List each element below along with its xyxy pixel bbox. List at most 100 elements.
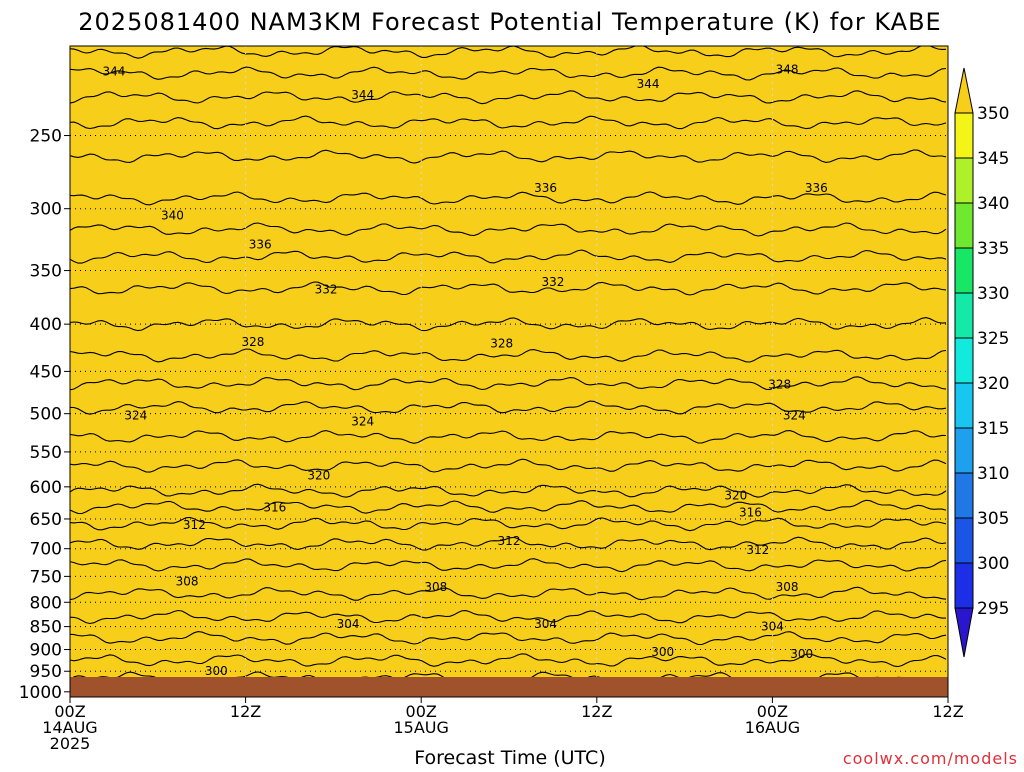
contour-label: 312 (498, 534, 521, 548)
contour-label: 300 (651, 645, 674, 659)
colorbar-bottom-arrow (954, 607, 974, 658)
x-tick-label: 00Z (757, 702, 788, 721)
y-tick-label: 400 (30, 315, 62, 335)
band-290-295 (70, 702, 948, 738)
x-axis-label: Forecast Time (UTC) (414, 747, 605, 768)
colorbar-bin (954, 427, 974, 474)
watermark: coolwx.com/models (843, 749, 1018, 768)
contour-label: 300 (790, 647, 813, 661)
colorbar-tick-label: 350 (977, 104, 1009, 124)
contour-label: 304 (534, 617, 557, 631)
y-tick-label: 950 (30, 662, 62, 682)
colorbar-bin (954, 562, 974, 609)
contour-label: 316 (263, 501, 286, 515)
contour-label: 324 (783, 408, 806, 422)
y-tick-label: 500 (30, 405, 62, 425)
contour-line-320 (70, 458, 947, 473)
colorbar-bin (954, 202, 974, 249)
x-tick-label: 16AUG (745, 718, 800, 737)
colorbar-tick-label: 295 (977, 599, 1009, 619)
contour-line-322 (70, 430, 947, 444)
y-axis: 250 300 350 400 450 500 550 600 650 700 750 800 850 9… (19, 127, 70, 703)
contour-label: 348 (776, 62, 799, 76)
contour-label: 344 (102, 64, 125, 78)
contour-label: 308 (176, 575, 199, 589)
chart-title: 2025081400 NAM3KM Forecast Potential Tem… (78, 8, 941, 36)
contour-label: 340 (161, 208, 184, 222)
colorbar-bin (954, 157, 974, 204)
colorbar-bin (954, 112, 974, 159)
contour-label: 328 (490, 337, 513, 351)
x-tick-label: 2025 (50, 734, 91, 753)
colorbar-tick-label: 325 (977, 329, 1009, 349)
colorbar-tick-label: 305 (977, 509, 1009, 529)
contour-label: 336 (249, 238, 272, 252)
colorbar-bin (954, 247, 974, 294)
contour-line-324 (70, 400, 947, 415)
filled-contours (70, 46, 948, 738)
colorbar-tick-label: 345 (977, 149, 1009, 169)
colorbar-bin (954, 472, 974, 519)
contour-label: 332 (541, 275, 564, 289)
contour-line-310 (70, 558, 947, 573)
y-tick-label: 850 (30, 618, 62, 638)
contour-label: 308 (776, 580, 799, 594)
x-tick-label: 12Z (230, 702, 261, 721)
colorbar-tick-label: 335 (977, 239, 1009, 259)
contour-label: 308 (424, 580, 447, 594)
y-tick-label: 300 (30, 200, 62, 220)
contour-line-318 (70, 483, 947, 498)
colorbar-tick-label: 320 (977, 374, 1009, 394)
colorbar-bin (954, 337, 974, 384)
contour-line-308 (70, 586, 947, 601)
contour-label: 324 (124, 408, 147, 422)
colorbar-tick-label: 340 (977, 194, 1009, 214)
contour-line-314 (70, 516, 947, 532)
contour-line-306 (70, 609, 946, 625)
x-tick-label: 00Z (54, 702, 85, 721)
surface-ground (70, 677, 948, 697)
contour-label: 320 (307, 468, 330, 482)
y-tick-label: 600 (30, 478, 62, 498)
contour-labels: 344 344 344 348 340 336 336 336 332 332 328 328 328 3… (102, 62, 827, 678)
contour-label: 320 (724, 488, 747, 502)
y-tick-label: 350 (30, 262, 62, 282)
contour-label: 344 (351, 88, 374, 102)
contour-label: 316 (739, 506, 762, 520)
x-tick-label: 00Z (406, 702, 437, 721)
contour-label: 324 (351, 415, 374, 429)
contour-label: 312 (183, 518, 206, 532)
contour-label: 300 (205, 664, 228, 678)
contour-line-342 (70, 115, 947, 130)
colorbar-bin (954, 517, 974, 564)
y-tick-label: 1000 (19, 683, 62, 703)
x-tick-label: 14AUG (42, 718, 97, 737)
colorbar-bin (954, 292, 974, 339)
colorbar-tick-label: 330 (977, 284, 1009, 304)
y-tick-label: 750 (30, 567, 62, 587)
contour-line-304 (70, 631, 947, 646)
y-tick-label: 700 (30, 540, 62, 560)
x-tick-label: 15AUG (393, 718, 448, 737)
contour-line-346 (70, 66, 947, 81)
contour-label: 328 (241, 335, 264, 349)
contour-line-348 (70, 46, 947, 59)
colorbar-tick-label: 310 (977, 464, 1009, 484)
x-tick-label: 12Z (932, 702, 963, 721)
band-350-355 (70, 46, 948, 697)
contour-line-338 (70, 191, 947, 206)
colorbar-bin (954, 382, 974, 429)
y-tick-label: 800 (30, 593, 62, 613)
y-tick-label: 550 (30, 443, 62, 463)
contour-line-344 (70, 90, 947, 105)
x-tick-label: 12Z (581, 702, 612, 721)
contour-line-296 (70, 713, 946, 726)
contour-line-336 (70, 222, 947, 237)
colorbar-top-arrow (954, 67, 974, 114)
contour-line-316 (70, 499, 947, 515)
colorbar: 295 300 305 310 315 320 325 330 335 340 345 350 (954, 67, 1009, 658)
y-tick-label: 900 (30, 641, 62, 661)
contour-label: 304 (337, 617, 360, 631)
contour-line-302 (70, 653, 947, 668)
